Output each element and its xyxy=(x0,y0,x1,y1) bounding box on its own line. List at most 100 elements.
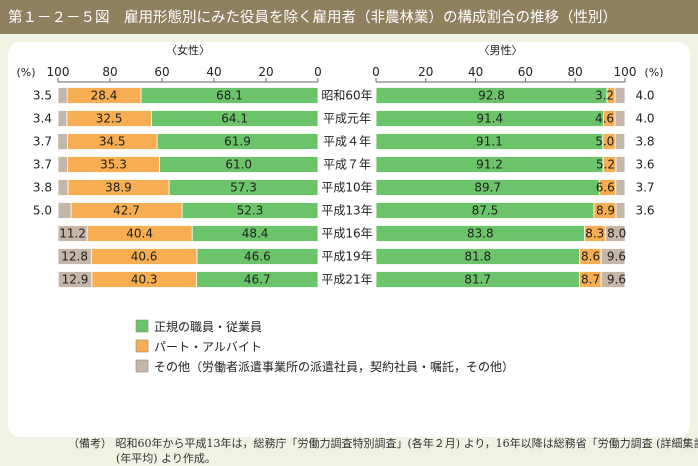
female-data-label: 52.3 xyxy=(237,204,264,218)
female-data-label: 12.8 xyxy=(61,250,88,264)
female-data-label: 3.5 xyxy=(33,89,52,103)
notes-label: （備考） xyxy=(68,436,112,451)
chart-title: 第１－２－５図 雇用形態別にみた役員を除く雇用者（非農林業）の構成割合の推移（性… xyxy=(8,6,617,27)
female-data-label: 34.5 xyxy=(99,135,126,149)
female-tick-label: 40 xyxy=(206,65,221,79)
category-label: 昭和60年 xyxy=(321,89,372,103)
female-data-label: 40.4 xyxy=(126,227,153,241)
legend-label: パート・アルバイト xyxy=(154,340,262,354)
female-heading: 〈女性〉 xyxy=(166,43,210,57)
female-bar-segment xyxy=(58,111,67,127)
male-bar-segment xyxy=(615,88,625,104)
male-bar-segment xyxy=(615,134,624,150)
female-data-label: 11.2 xyxy=(59,227,86,241)
category-label: 平成16年 xyxy=(321,227,372,241)
legend-swatch xyxy=(136,360,148,372)
male-data-label: 91.2 xyxy=(476,158,503,172)
male-data-label: 5.2 xyxy=(596,158,615,172)
female-data-label: 3.8 xyxy=(33,181,52,195)
male-data-label: 6.6 xyxy=(596,181,615,195)
female-data-label: 32.5 xyxy=(96,112,123,126)
notes-line2: (年平均) より作成。 xyxy=(116,451,216,466)
category-label: 平成13年 xyxy=(321,204,372,218)
female-data-label: 48.4 xyxy=(242,227,269,241)
female-tick-label: 80 xyxy=(102,65,117,79)
female-bar-segment xyxy=(58,180,68,196)
male-data-label: 92.8 xyxy=(478,89,505,103)
male-data-label: 3.7 xyxy=(635,181,654,195)
male-unit-label: (%) xyxy=(644,66,663,79)
female-data-label: 57.3 xyxy=(230,181,257,195)
male-data-label: 83.8 xyxy=(467,227,494,241)
female-data-label: 46.7 xyxy=(244,273,271,287)
male-tick-label: 60 xyxy=(518,65,533,79)
female-bar-segment xyxy=(58,157,68,173)
female-data-label: 61.9 xyxy=(224,135,251,149)
female-bar-segment xyxy=(58,88,67,104)
female-data-label: 46.6 xyxy=(244,250,271,264)
male-data-label: 8.9 xyxy=(596,204,615,218)
male-data-label: 3.2 xyxy=(595,89,614,103)
legend-label: 正規の職員・従業員 xyxy=(154,319,262,334)
female-unit-label: (%) xyxy=(16,66,35,79)
female-tick-label: 20 xyxy=(258,65,273,79)
female-data-label: 3.7 xyxy=(33,158,52,172)
female-data-label: 28.4 xyxy=(91,89,118,103)
male-data-label: 5.0 xyxy=(595,135,614,149)
category-label: 平成７年 xyxy=(323,158,371,172)
category-label: 平成４年 xyxy=(323,135,371,149)
title-bar: 第１－２－５図 雇用形態別にみた役員を除く雇用者（非農林業）の構成割合の推移（性… xyxy=(0,0,698,34)
male-tick-label: 40 xyxy=(468,65,483,79)
male-data-label: 91.4 xyxy=(476,112,503,126)
male-data-label: 3.6 xyxy=(635,158,654,172)
male-data-label: 8.0 xyxy=(607,227,626,241)
male-data-label: 4.0 xyxy=(635,89,654,103)
category-label: 平成21年 xyxy=(321,273,372,287)
male-tick-label: 80 xyxy=(568,65,583,79)
female-data-label: 3.4 xyxy=(33,112,52,126)
male-data-label: 8.3 xyxy=(585,227,604,241)
female-data-label: 5.0 xyxy=(33,204,52,218)
legend-swatch xyxy=(136,320,148,332)
male-data-label: 81.8 xyxy=(464,250,491,264)
male-tick-label: 20 xyxy=(418,65,433,79)
female-tick-label: 0 xyxy=(314,65,322,79)
category-label: 平成19年 xyxy=(321,250,372,264)
male-data-label: 89.7 xyxy=(474,181,501,195)
female-bar-segment xyxy=(58,203,71,219)
female-tick-label: 60 xyxy=(154,65,169,79)
male-bar-segment xyxy=(616,203,625,219)
female-data-label: 68.1 xyxy=(216,89,243,103)
male-data-label: 81.7 xyxy=(464,273,491,287)
female-data-label: 64.1 xyxy=(221,112,248,126)
male-data-label: 4.0 xyxy=(635,112,654,126)
notes-line1: 昭和60年から平成13年は，総務庁「労働力調査特別調査」(各年２月) より，16… xyxy=(116,436,698,451)
female-data-label: 61.0 xyxy=(225,158,252,172)
female-data-label: 40.6 xyxy=(131,250,158,264)
male-data-label: 3.6 xyxy=(635,204,654,218)
male-heading: 〈男性〉 xyxy=(479,43,523,57)
male-data-label: 87.5 xyxy=(472,204,499,218)
male-data-label: 3.8 xyxy=(635,135,654,149)
male-tick-label: 0 xyxy=(372,65,380,79)
female-data-label: 38.9 xyxy=(105,181,132,195)
male-data-label: 8.7 xyxy=(581,273,600,287)
male-data-label: 91.1 xyxy=(476,135,503,149)
category-label: 平成10年 xyxy=(321,181,372,195)
legend-swatch xyxy=(136,340,148,352)
female-data-label: 3.7 xyxy=(33,135,52,149)
male-bar-segment xyxy=(615,111,625,127)
male-data-label: 9.6 xyxy=(607,250,626,264)
notes: （備考） 昭和60年から平成13年は，総務庁「労働力調査特別調査」(各年２月) … xyxy=(68,436,698,466)
legend-label: その他（労働者派遣事業所の派遣社員，契約社員・嘱託，その他） xyxy=(154,359,514,374)
male-data-label: 9.6 xyxy=(607,273,626,287)
female-data-label: 40.3 xyxy=(131,273,158,287)
female-data-label: 42.7 xyxy=(113,204,140,218)
male-data-label: 4.6 xyxy=(595,112,614,126)
female-data-label: 35.3 xyxy=(100,158,127,172)
female-bar-segment xyxy=(58,134,68,150)
male-bar-segment xyxy=(616,180,625,196)
category-label: 平成元年 xyxy=(323,112,371,126)
